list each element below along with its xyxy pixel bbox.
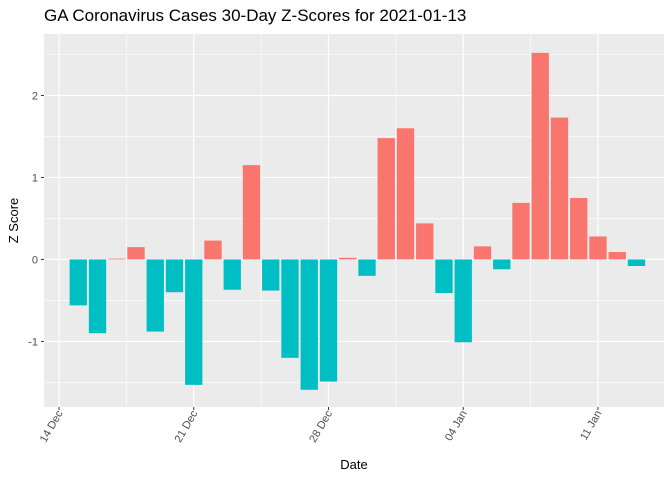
bar-2020-12-18 bbox=[127, 247, 145, 260]
x-tick-label: 11 Jan bbox=[578, 409, 605, 443]
bar-2020-12-21 bbox=[185, 259, 203, 385]
bar-2020-12-29 bbox=[339, 257, 357, 260]
bar-2021-01-05 bbox=[473, 246, 492, 260]
bar-2021-01-07 bbox=[512, 202, 530, 260]
y-tick-label: -1 bbox=[28, 336, 38, 348]
x-axis: 14 Dec 21 Dec 28 Dec 04 Jan 11 Jan bbox=[38, 407, 605, 445]
bar-2021-01-06 bbox=[493, 259, 511, 270]
bar-2021-01-03 bbox=[435, 259, 453, 294]
y-axis: -1 0 1 2 bbox=[28, 90, 44, 348]
y-tick-label: 2 bbox=[32, 90, 38, 102]
bar-2021-01-10 bbox=[570, 197, 588, 260]
bar-2020-12-15 bbox=[69, 259, 87, 306]
bar-2020-12-30 bbox=[358, 259, 376, 276]
x-tick-label: 28 Dec bbox=[307, 408, 335, 445]
bar-2020-12-31 bbox=[377, 138, 395, 260]
y-tick-label: 1 bbox=[32, 172, 38, 184]
bar-2021-01-09 bbox=[550, 117, 569, 260]
bar-2021-01-02 bbox=[416, 223, 434, 260]
bar-2021-01-11 bbox=[589, 236, 607, 260]
bar-2021-01-08 bbox=[531, 52, 549, 260]
bar-2020-12-26 bbox=[281, 259, 299, 358]
bar-2020-12-19 bbox=[146, 259, 164, 332]
x-tick-label: 21 Dec bbox=[173, 408, 201, 445]
bar-2021-01-01 bbox=[396, 128, 415, 260]
x-tick-label: 14 Dec bbox=[38, 408, 66, 445]
bar-2020-12-22 bbox=[204, 240, 222, 260]
bar-2020-12-17 bbox=[108, 258, 126, 260]
bar-2021-01-13 bbox=[627, 259, 646, 266]
bar-2021-01-04 bbox=[454, 259, 472, 343]
y-axis-title: Z Score bbox=[6, 198, 21, 244]
bar-2020-12-23 bbox=[223, 259, 241, 290]
bar-2020-12-28 bbox=[319, 259, 338, 382]
y-tick-label: 0 bbox=[32, 254, 38, 266]
bars bbox=[69, 52, 646, 390]
chart-title: GA Coronavirus Cases 30-Day Z-Scores for… bbox=[44, 6, 467, 25]
bar-2020-12-16 bbox=[88, 259, 107, 334]
bar-2020-12-20 bbox=[165, 259, 184, 293]
x-axis-title: Date bbox=[340, 457, 367, 472]
bar-2020-12-27 bbox=[300, 259, 318, 390]
bar-2020-12-24 bbox=[242, 165, 261, 260]
bar-2021-01-12 bbox=[608, 252, 626, 260]
bar-2020-12-25 bbox=[262, 259, 280, 291]
x-tick-label: 04 Jan bbox=[443, 409, 470, 444]
